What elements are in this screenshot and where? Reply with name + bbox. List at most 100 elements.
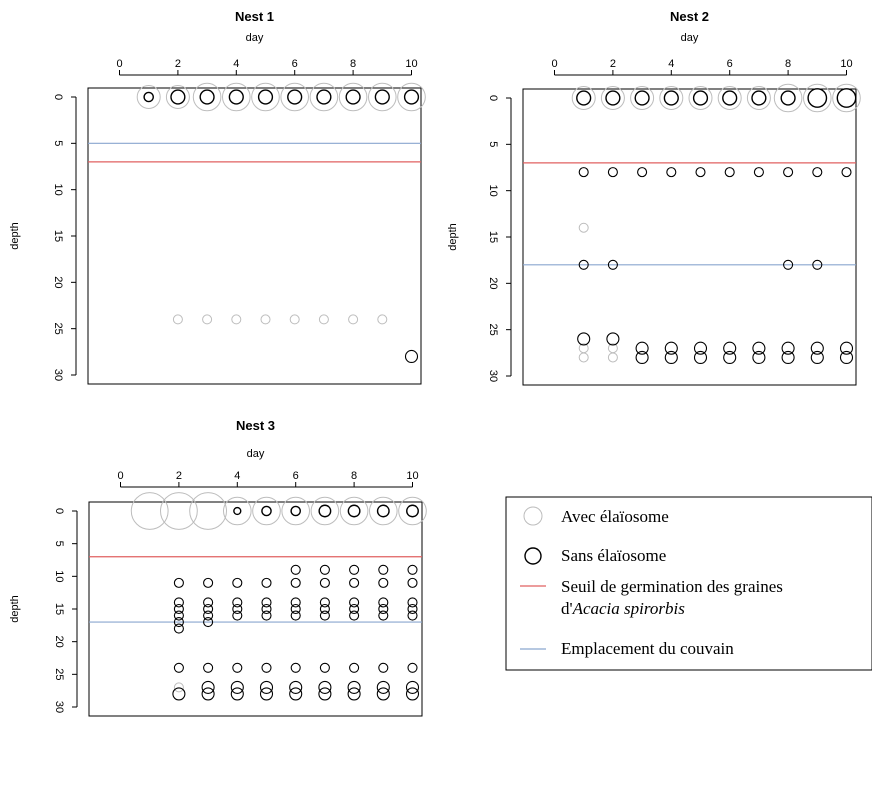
y-tick-label: 20 [53, 636, 65, 648]
surface-point-with-elaiosome [251, 82, 280, 112]
x-tick-label: 8 [350, 58, 356, 70]
point-without-elaiosome [319, 662, 330, 673]
point-without-elaiosome [693, 341, 708, 355]
surface-point-without-elaiosome [257, 89, 274, 105]
x-tick-label: 10 [840, 58, 852, 70]
y-tick-label: 15 [487, 231, 499, 243]
surface-point-with-elaiosome [160, 492, 198, 530]
surface-point-with-elaiosome [688, 86, 713, 110]
surface-point-without-elaiosome [634, 90, 650, 106]
surface-point-with-elaiosome [803, 83, 832, 113]
point-without-elaiosome [289, 687, 303, 701]
x-tick-label: 10 [405, 58, 417, 70]
point-without-elaiosome [376, 680, 390, 694]
x-tick-label: 2 [610, 58, 616, 70]
point-without-elaiosome [378, 603, 389, 615]
surface-point-with-elaiosome [630, 86, 655, 110]
point-without-elaiosome [203, 617, 214, 628]
point-without-elaiosome [290, 662, 301, 673]
point-without-elaiosome [261, 662, 272, 673]
x-tick-label: 4 [668, 58, 674, 70]
point-without-elaiosome [407, 564, 418, 575]
surface-point-with-elaiosome [310, 496, 340, 526]
point-with-elaiosome [172, 314, 183, 325]
surface-point-without-elaiosome [316, 89, 332, 105]
surface-point-without-elaiosome [143, 91, 154, 103]
y-tick-label: 0 [53, 508, 65, 514]
point-without-elaiosome [812, 167, 823, 178]
surface-point-without-elaiosome [807, 88, 828, 108]
point-without-elaiosome [173, 610, 184, 621]
surface-point-without-elaiosome [228, 89, 244, 105]
surface-point-with-elaiosome [223, 496, 252, 526]
y-tick-label: 25 [52, 323, 64, 335]
point-without-elaiosome [693, 350, 708, 365]
surface-point-without-elaiosome [751, 90, 767, 106]
y-tick-label: 10 [487, 185, 499, 197]
point-without-elaiosome [405, 680, 420, 694]
point-with-elaiosome [260, 314, 271, 325]
surface-point-with-elaiosome [659, 86, 684, 110]
point-without-elaiosome [203, 662, 214, 673]
x-tick-label: 6 [293, 470, 299, 482]
surface-point-with-elaiosome [136, 85, 161, 109]
point-without-elaiosome [635, 350, 649, 365]
legend-label-without-elaiosome: Sans élaïosome [561, 546, 666, 565]
y-tick-label: 5 [52, 140, 64, 146]
point-without-elaiosome [812, 259, 823, 270]
surface-point-without-elaiosome [199, 89, 215, 105]
surface-point-without-elaiosome [403, 89, 420, 105]
point-without-elaiosome [319, 603, 330, 615]
point-without-elaiosome [201, 687, 215, 701]
surface-point-with-elaiosome [339, 496, 369, 526]
point-without-elaiosome [259, 687, 274, 701]
point-without-elaiosome [232, 597, 243, 608]
point-with-elaiosome [377, 314, 388, 325]
point-without-elaiosome [695, 167, 706, 178]
plot-frame [522, 88, 857, 386]
chart-title: Nest 2 [670, 9, 709, 24]
x-tick-label: 6 [727, 58, 733, 70]
point-without-elaiosome [839, 350, 854, 365]
x-tick-label: 6 [292, 58, 298, 70]
point-without-elaiosome [349, 597, 360, 608]
y-axis-label: depth [9, 222, 21, 250]
surface-point-with-elaiosome [717, 86, 742, 110]
point-without-elaiosome [261, 597, 272, 608]
x-tick-label: 0 [551, 58, 557, 70]
point-without-elaiosome [783, 167, 794, 178]
chart-1: Nest 1 day depth 0 2 4 6 8 10 0 5 10 15 20 25 30 [9, 9, 426, 385]
point-without-elaiosome [259, 680, 274, 694]
point-without-elaiosome [752, 341, 766, 355]
point-without-elaiosome [347, 680, 361, 694]
point-with-elaiosome [578, 222, 589, 233]
point-without-elaiosome [203, 603, 214, 615]
x-tick-label: 0 [116, 58, 122, 70]
point-with-elaiosome [348, 314, 359, 325]
y-tick-label: 25 [487, 324, 499, 336]
point-without-elaiosome [349, 577, 360, 588]
surface-point-without-elaiosome [318, 504, 332, 518]
point-with-elaiosome [318, 314, 329, 325]
surface-point-with-elaiosome [130, 492, 169, 530]
y-tick-label: 0 [487, 95, 499, 101]
surface-point-with-elaiosome [309, 82, 339, 112]
point-without-elaiosome [781, 341, 795, 355]
legend-label-with-elaiosome: Avec élaïosome [561, 507, 669, 526]
surface-point-without-elaiosome [576, 90, 592, 106]
point-without-elaiosome [723, 341, 737, 355]
surface-point-without-elaiosome [722, 90, 738, 106]
surface-point-without-elaiosome [261, 505, 272, 517]
y-axis-label: depth [9, 595, 21, 623]
y-tick-label: 30 [52, 369, 64, 381]
point-without-elaiosome [318, 680, 332, 694]
surface-point-without-elaiosome [290, 505, 302, 517]
x-axis-label: day [246, 32, 264, 44]
y-tick-label: 30 [487, 370, 499, 382]
point-without-elaiosome [230, 680, 244, 694]
surface-point-with-elaiosome [832, 83, 861, 113]
point-without-elaiosome [839, 341, 854, 355]
surface-point-without-elaiosome [345, 89, 361, 105]
point-without-elaiosome [607, 259, 618, 270]
surface-point-without-elaiosome [170, 89, 186, 105]
